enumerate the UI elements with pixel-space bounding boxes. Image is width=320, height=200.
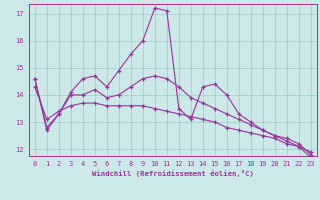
X-axis label: Windchill (Refroidissement éolien,°C): Windchill (Refroidissement éolien,°C) [92,170,254,177]
